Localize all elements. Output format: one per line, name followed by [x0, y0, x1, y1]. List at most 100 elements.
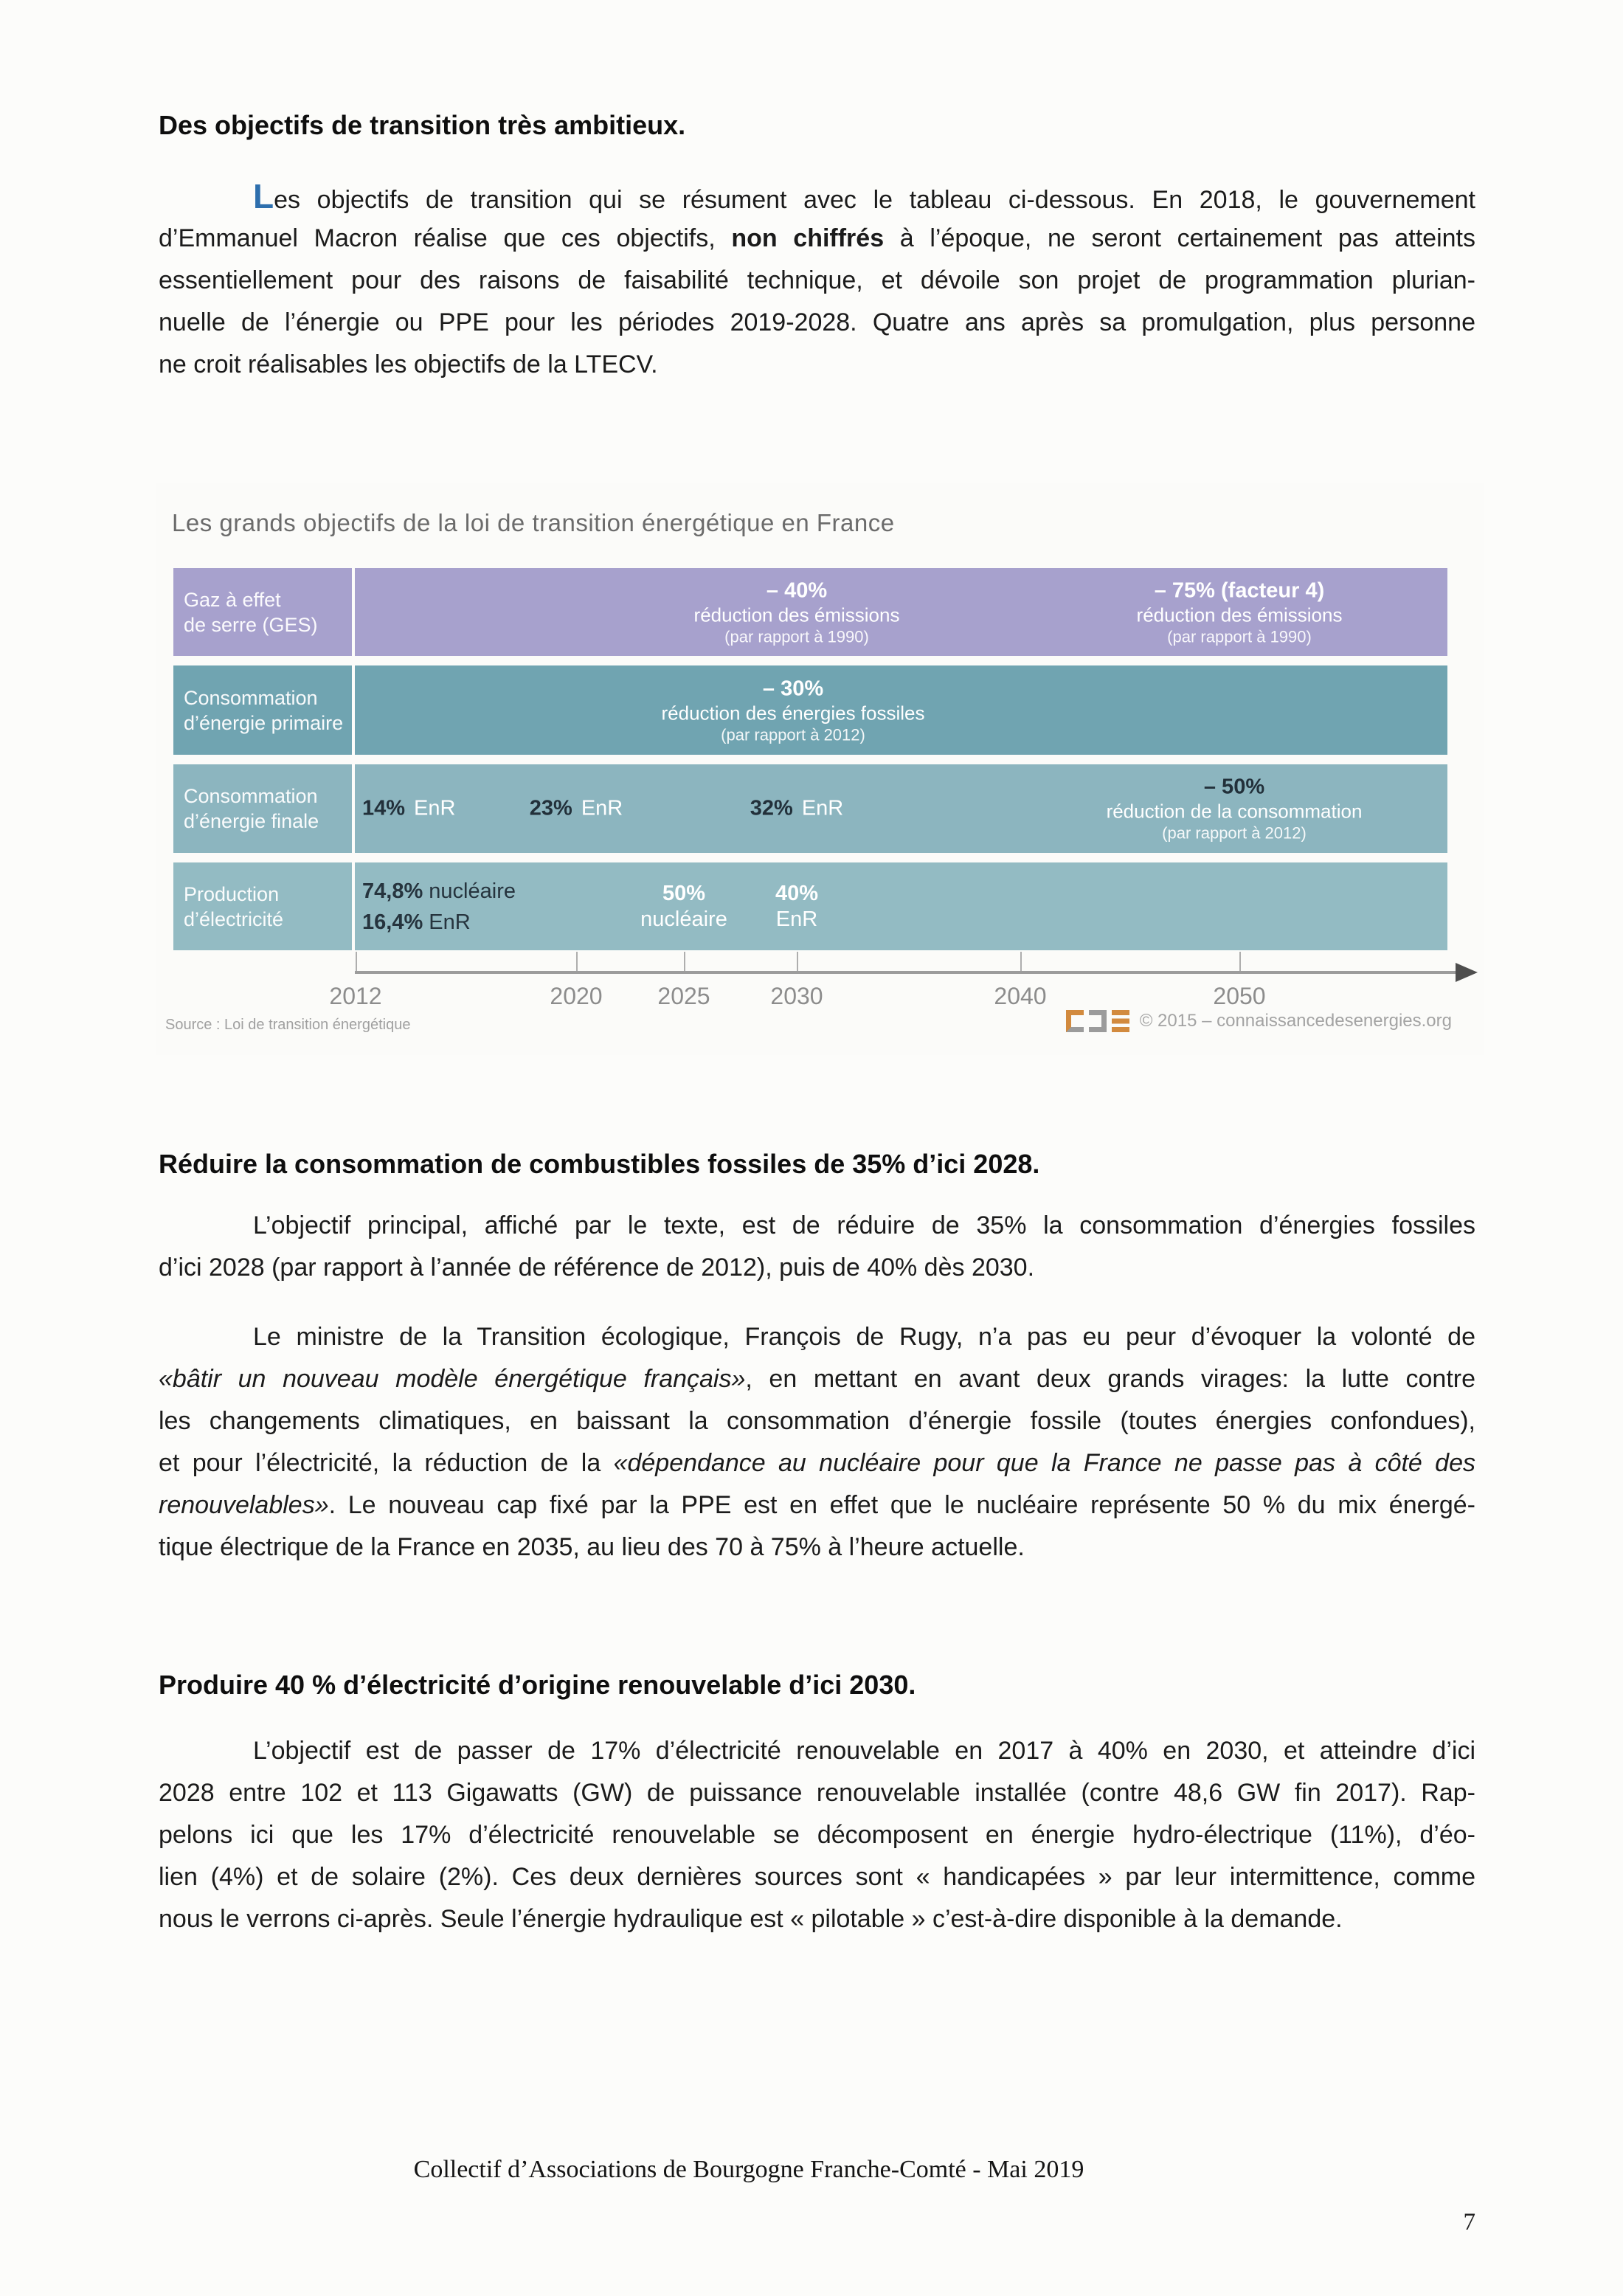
milestone-value: – 75% (facteur 4): [1154, 578, 1325, 602]
milestone-value: 50%: [662, 881, 706, 905]
logo-glyph-reverse-c: [1088, 1010, 1107, 1032]
row-label: Production d’électricité: [173, 862, 352, 950]
milestone-value: 14%: [362, 796, 406, 820]
paragraph-ministre: Le ministre de la Transition écologique,…: [159, 1316, 1475, 1569]
row-label-line: Consommation: [184, 686, 318, 709]
chart-credit: © 2015 – connaissancedesenergies.org: [1065, 1009, 1452, 1033]
text-line: essentiellement pour des raisons de fais…: [159, 266, 1475, 294]
milestone-value: – 50%: [1203, 775, 1265, 799]
text-line: lien (4%) et de solaire (2%). Ces deux d…: [159, 1863, 1475, 1891]
milestone-2050: – 50% réduction de la consommation (par …: [1107, 775, 1363, 843]
row-label-line: de serre (GES): [184, 613, 318, 636]
text-segment: , en mettant en avant deux grands virage…: [745, 1365, 1475, 1393]
milestone-detail: réduction des émissions: [693, 604, 900, 626]
drop-cap: L: [253, 177, 274, 215]
chart-row-electricite: Production d’électricité 74,8% nucléaire…: [173, 862, 1447, 950]
milestone-line: 16,4% EnR: [362, 907, 516, 938]
text-line: L’objectif principal, affiché par le tex…: [253, 1211, 1475, 1239]
milestone-unit: nucléaire: [429, 879, 516, 903]
row-content: – 30% réduction des énergies fossiles (p…: [352, 665, 1447, 755]
milestone-note: (par rapport à 1990): [1167, 627, 1312, 646]
milestone-detail: réduction des énergies fossiles: [661, 702, 925, 724]
text-line: d’Emmanuel Macron réalise que ces object…: [159, 218, 1475, 260]
milestone-value: 40%: [775, 881, 819, 905]
row-content: 74,8% nucléaire 16,4% EnR 50% nucléaire …: [352, 862, 1447, 950]
text-segment-italic: «dépendance au nucléaire pour que la Fra…: [613, 1449, 1475, 1477]
infographic-title: Les grands objectifs de la loi de transi…: [172, 509, 895, 536]
axis-tick: [684, 952, 685, 971]
axis-line: [355, 971, 1458, 974]
year-label-2012: 2012: [329, 983, 382, 1009]
text-line: Les objectifs de transition qui se résum…: [159, 176, 1475, 218]
milestone-unit: nucléaire: [640, 907, 727, 931]
milestone-value: 32%: [750, 796, 793, 820]
milestone-note: (par rapport à 2012): [1162, 823, 1307, 843]
text-line: d’ici 2028 (par rapport à l’année de réf…: [159, 1254, 1035, 1282]
text-line: ne croit réalisables les objectifs de la…: [159, 350, 658, 378]
logo-glyph-c: [1065, 1010, 1084, 1032]
year-label-2040: 2040: [994, 983, 1047, 1009]
row-label-line: Consommation: [184, 785, 318, 807]
row-label-line: Gaz à effet: [184, 588, 281, 611]
text-line: L’objectif est de passer de 17% d’électr…: [253, 1737, 1475, 1765]
text-segment: à l’époque, ne seront certainement pas a…: [884, 224, 1475, 252]
milestone-value: 74,8%: [362, 879, 423, 903]
year-label-2050: 2050: [1213, 983, 1266, 1009]
milestone-2030: 32% EnR: [750, 797, 843, 821]
milestone-unit: EnR: [414, 796, 456, 820]
chart-row-energie-primaire: Consommation d’énergie primaire – 30% ré…: [173, 665, 1447, 755]
axis-tick: [1239, 952, 1241, 971]
milestone-2030: – 30% réduction des énergies fossiles (p…: [662, 676, 925, 744]
heading-objectifs: Des objectifs de transition très ambitie…: [159, 110, 686, 140]
row-label-line: Production: [184, 882, 280, 905]
footer-text: Collectif d’Associations de Bourgogne Fr…: [413, 2156, 1084, 2183]
milestone-line: 74,8% nucléaire: [362, 876, 516, 907]
text-segment-italic: «bâtir un nouveau modèle énergétique fra…: [159, 1365, 746, 1393]
text-line: Le ministre de la Transition écologique,…: [253, 1323, 1475, 1351]
milestone-2025: 50% nucléaire: [640, 881, 727, 933]
text-line: nous le verrons ci-après. Seule l’énergi…: [159, 1905, 1343, 1933]
row-label: Consommation d’énergie finale: [173, 764, 352, 853]
milestone-note: (par rapport à 2012): [721, 725, 865, 744]
milestone-2012: 14% EnR: [362, 797, 455, 821]
milestone-2030: – 40% réduction des émissions (par rappo…: [694, 578, 900, 646]
year-label-2030: 2030: [770, 983, 823, 1009]
page-number: 7: [1463, 2209, 1476, 2236]
text-line: pelons ici que les 17% d’électricité ren…: [159, 1821, 1475, 1849]
credit-text: © 2015 – connaissancedesenergies.org: [1139, 1011, 1452, 1031]
text-segment: et pour l’électricité, la réduction de l…: [159, 1449, 614, 1477]
heading-combustibles: Réduire la consommation de combustibles …: [159, 1149, 1040, 1179]
milestone-value: – 30%: [762, 677, 824, 700]
logo-glyph-bars: [1111, 1010, 1129, 1032]
milestone-note: (par rapport à 1990): [724, 627, 869, 646]
axis-arrow-icon: [1456, 963, 1478, 982]
text-line: 2028 entre 102 et 113 Gigawatts (GW) de …: [159, 1779, 1475, 1807]
text-segment-italic: renouvelables»: [159, 1491, 329, 1519]
milestone-unit: EnR: [801, 796, 844, 820]
row-content: – 40% réduction des émissions (par rappo…: [352, 568, 1447, 656]
text-line: les changements climatiques, en baissant…: [159, 1407, 1475, 1435]
text-line: tique électrique de la France en 2035, a…: [159, 1533, 1025, 1561]
milestone-unit: EnR: [429, 910, 471, 934]
row-content: 14% EnR 23% EnR 32% EnR – 50% réduction de …: [352, 764, 1447, 853]
year-label-2025: 2025: [657, 983, 710, 1009]
milestone-detail: réduction des émissions: [1136, 604, 1343, 626]
milestone-2050: – 75% (facteur 4) réduction des émission…: [1137, 578, 1343, 646]
text-segment: es objectifs de transition qui se résume…: [274, 186, 1475, 214]
paragraph-intro: Les objectifs de transition qui se résum…: [159, 176, 1475, 386]
milestone-value: 16,4%: [362, 910, 423, 934]
heading-renouvelable: Produire 40 % d’électricité d’origine re…: [159, 1670, 916, 1700]
row-label: Consommation d’énergie primaire: [173, 665, 352, 755]
text-segment-bold: non chiffrés: [731, 224, 885, 252]
axis-tick: [356, 952, 357, 971]
year-label-2020: 2020: [550, 983, 603, 1009]
row-label-line: d’énergie primaire: [184, 711, 344, 734]
text-line: renouvelables». Le nouveau cap fixé par …: [159, 1484, 1475, 1526]
axis-tick: [797, 952, 798, 971]
chart-row-energie-finale: Consommation d’énergie finale 14% EnR 23%…: [173, 764, 1447, 853]
axis-tick: [576, 952, 578, 971]
milestone-unit: EnR: [581, 796, 623, 820]
chart-row-ges: Gaz à effet de serre (GES) – 40% réducti…: [173, 568, 1447, 656]
row-label-line: d’électricité: [184, 907, 284, 930]
